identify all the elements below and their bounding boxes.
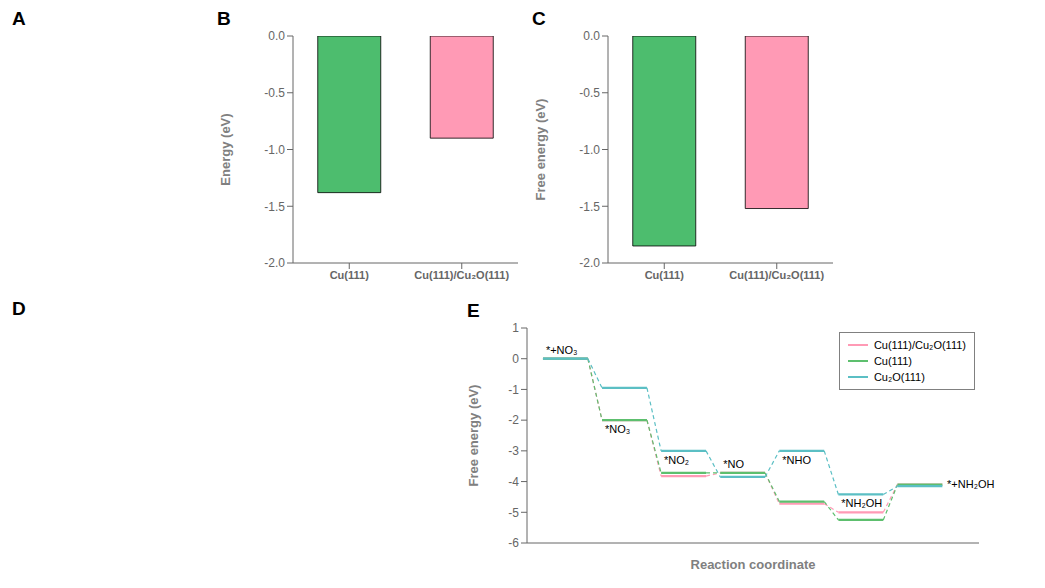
svg-text:0.0: 0.0 bbox=[268, 29, 285, 43]
svg-text:-3: -3 bbox=[508, 444, 519, 458]
html-text:B: B bbox=[217, 8, 231, 29]
html-text:Cu(111): Cu(111) bbox=[873, 355, 912, 367]
svg-text:-2: -2 bbox=[508, 413, 519, 427]
svg-text:0: 0 bbox=[512, 352, 519, 366]
html-text:Cu(111)/Cu₂O(111): Cu(111)/Cu₂O(111) bbox=[873, 339, 966, 351]
svg-text:0.0: 0.0 bbox=[583, 29, 600, 43]
svg-text:-2.0: -2.0 bbox=[264, 256, 285, 270]
svg-text:1: 1 bbox=[512, 321, 519, 335]
html-text:C: C bbox=[532, 8, 546, 29]
svg-text:-0.5: -0.5 bbox=[264, 86, 285, 100]
svg-text:-0.5: -0.5 bbox=[579, 86, 600, 100]
svg-text:*+NO₃: *+NO₃ bbox=[546, 344, 578, 356]
svg-text:-5: -5 bbox=[508, 506, 519, 520]
svg-text:Free energy (eV): Free energy (eV) bbox=[533, 99, 548, 201]
svg-text:*NO₃: *NO₃ bbox=[605, 423, 630, 435]
svg-text:Free energy (eV): Free energy (eV) bbox=[466, 385, 481, 487]
svg-text:-1.5: -1.5 bbox=[264, 200, 285, 214]
svg-text:-1.0: -1.0 bbox=[264, 143, 285, 157]
svg-text:Cu(111)/Cu₂O(111): Cu(111)/Cu₂O(111) bbox=[729, 269, 824, 281]
svg-text:Cu(111)/Cu₂O(111): Cu(111)/Cu₂O(111) bbox=[414, 269, 509, 281]
svg-text:-6: -6 bbox=[508, 536, 519, 550]
svg-text:-4: -4 bbox=[508, 475, 519, 489]
svg-text:Energy (eV): Energy (eV) bbox=[218, 113, 233, 185]
svg-text:*NHO: *NHO bbox=[782, 454, 811, 466]
svg-text:-1.5: -1.5 bbox=[579, 200, 600, 214]
html-text:A: A bbox=[12, 8, 26, 29]
html-text:Cu₂O(111): Cu₂O(111) bbox=[873, 371, 925, 383]
svg-text:Cu(111): Cu(111) bbox=[330, 269, 369, 281]
html-text:D: D bbox=[12, 298, 26, 319]
svg-text:*NH₂OH: *NH₂OH bbox=[841, 497, 882, 509]
svg-text:-1: -1 bbox=[508, 383, 519, 397]
svg-text:Reaction coordinate: Reaction coordinate bbox=[691, 557, 816, 572]
svg-text:-2.0: -2.0 bbox=[579, 256, 600, 270]
svg-text:Cu(111): Cu(111) bbox=[645, 269, 684, 281]
svg-text:*+NH₂OH: *+NH₂OH bbox=[947, 478, 994, 490]
html-text:E: E bbox=[467, 300, 480, 321]
svg-text:-1.0: -1.0 bbox=[579, 143, 600, 157]
svg-text:*NO: *NO bbox=[723, 458, 744, 470]
svg-text:*NO₂: *NO₂ bbox=[664, 454, 689, 466]
